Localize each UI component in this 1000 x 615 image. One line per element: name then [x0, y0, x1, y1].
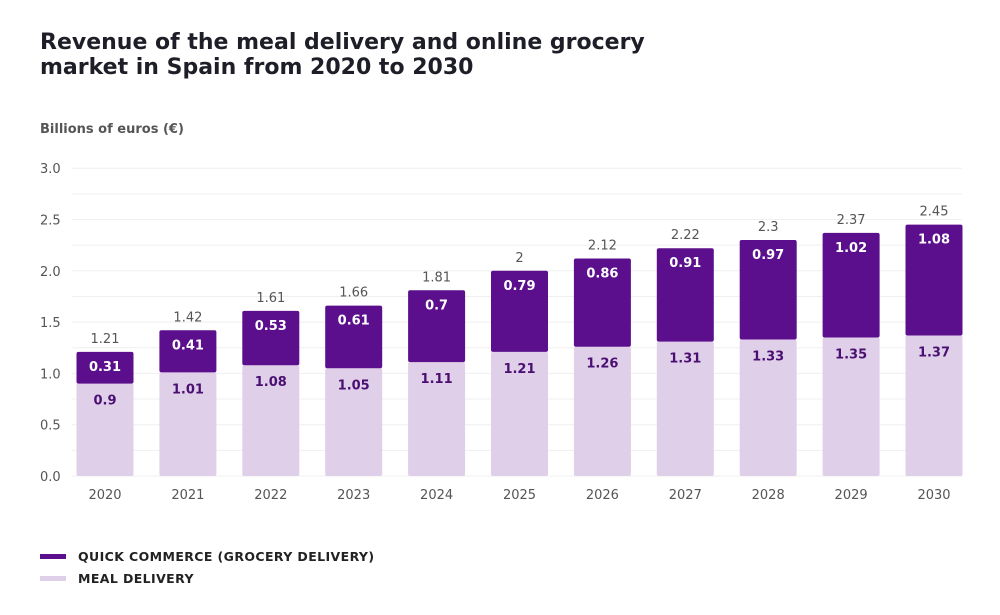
data-label-meal-delivery: 1.08 — [255, 375, 287, 390]
data-label-meal-delivery: 1.21 — [503, 362, 535, 377]
bar-meal-delivery — [76, 383, 134, 476]
y-tick-label: 3.0 — [40, 162, 61, 177]
data-label-total: 1.66 — [339, 286, 368, 301]
y-tick-label: 2.5 — [40, 214, 61, 229]
y-axis-label: Billions of euros (€) — [40, 122, 184, 137]
legend-item-quick-commerce: QUICK COMMERCE (GROCERY DELIVERY) — [40, 545, 374, 567]
data-label-total: 2.22 — [671, 228, 700, 243]
x-tick-label: 2021 — [171, 488, 204, 503]
data-label-quick-commerce: 0.97 — [752, 248, 784, 263]
legend-item-meal-delivery: MEAL DELIVERY — [40, 567, 374, 589]
bar-quick-commerce — [325, 305, 383, 369]
x-tick-label: 2027 — [669, 488, 702, 503]
legend-label-meal-delivery: MEAL DELIVERY — [78, 570, 194, 586]
bar-meal-delivery — [905, 335, 963, 476]
x-tick-label: 2030 — [917, 488, 950, 503]
data-label-meal-delivery: 0.9 — [93, 394, 116, 409]
data-label-meal-delivery: 1.31 — [669, 352, 701, 367]
data-label-meal-delivery: 1.37 — [918, 345, 950, 360]
data-label-meal-delivery: 1.05 — [338, 378, 370, 393]
legend-swatch-meal-delivery — [40, 575, 66, 581]
data-label-quick-commerce: 1.02 — [835, 241, 867, 256]
bar-meal-delivery — [656, 341, 714, 476]
bar-meal-delivery — [573, 346, 631, 476]
bar-quick-commerce — [822, 232, 880, 338]
y-tick-label: 2.0 — [40, 265, 61, 280]
data-label-meal-delivery: 1.33 — [752, 350, 784, 365]
x-tick-label: 2026 — [586, 488, 619, 503]
bar-meal-delivery — [491, 351, 548, 476]
bar-quick-commerce — [491, 270, 548, 352]
data-label-meal-delivery: 1.35 — [835, 347, 867, 362]
x-tick-label: 2028 — [752, 488, 785, 503]
data-label-quick-commerce: 0.41 — [172, 338, 204, 353]
bar-meal-delivery — [408, 362, 466, 476]
chart-title: Revenue of the meal delivery and online … — [40, 30, 645, 80]
bar-quick-commerce — [656, 248, 714, 342]
bar-meal-delivery — [325, 368, 383, 476]
data-label-total: 2.12 — [588, 238, 617, 253]
y-tick-label: 1.0 — [40, 367, 61, 382]
data-label-quick-commerce: 1.08 — [918, 233, 950, 248]
y-tick-label: 1.5 — [40, 316, 61, 331]
data-label-total: 2.37 — [837, 213, 866, 228]
y-tick-label: 0.5 — [40, 419, 61, 434]
x-tick-label: 2029 — [835, 488, 868, 503]
bar-quick-commerce — [159, 330, 217, 373]
data-label-quick-commerce: 0.61 — [338, 314, 370, 329]
y-tick-label: 0.0 — [40, 470, 61, 485]
legend: QUICK COMMERCE (GROCERY DELIVERY) MEAL D… — [40, 545, 374, 589]
data-label-total: 2.45 — [920, 205, 949, 220]
x-tick-label: 2024 — [420, 488, 453, 503]
bar-meal-delivery — [739, 339, 797, 476]
bar-quick-commerce — [739, 240, 797, 340]
data-label-total: 1.42 — [173, 310, 202, 325]
data-label-total: 1.21 — [91, 332, 120, 347]
bar-quick-commerce — [76, 351, 134, 384]
legend-swatch-quick-commerce — [40, 553, 66, 559]
data-label-total: 1.61 — [256, 291, 285, 306]
data-label-meal-delivery: 1.01 — [172, 382, 204, 397]
bar-meal-delivery — [242, 365, 300, 476]
x-tick-label: 2023 — [337, 488, 370, 503]
data-label-total: 2 — [515, 251, 523, 266]
bar-quick-commerce — [573, 258, 631, 347]
bar-meal-delivery — [822, 337, 880, 476]
data-label-meal-delivery: 1.26 — [586, 357, 618, 372]
data-label-quick-commerce: 0.79 — [503, 279, 535, 294]
x-tick-label: 2020 — [88, 488, 121, 503]
data-label-quick-commerce: 0.86 — [586, 266, 618, 281]
x-tick-label: 2025 — [503, 488, 536, 503]
data-label-quick-commerce: 0.7 — [425, 298, 448, 313]
bar-quick-commerce — [905, 224, 963, 336]
bar-meal-delivery — [159, 372, 217, 476]
bar-quick-commerce — [408, 290, 466, 363]
data-label-quick-commerce: 0.53 — [255, 319, 287, 334]
data-label-quick-commerce: 0.91 — [669, 256, 701, 271]
data-label-total: 1.81 — [422, 270, 451, 285]
data-label-total: 2.3 — [758, 220, 779, 235]
data-label-meal-delivery: 1.11 — [421, 372, 453, 387]
x-tick-label: 2022 — [254, 488, 287, 503]
data-label-quick-commerce: 0.31 — [89, 360, 121, 375]
bar-quick-commerce — [242, 310, 300, 366]
legend-label-quick-commerce: QUICK COMMERCE (GROCERY DELIVERY) — [78, 548, 375, 564]
